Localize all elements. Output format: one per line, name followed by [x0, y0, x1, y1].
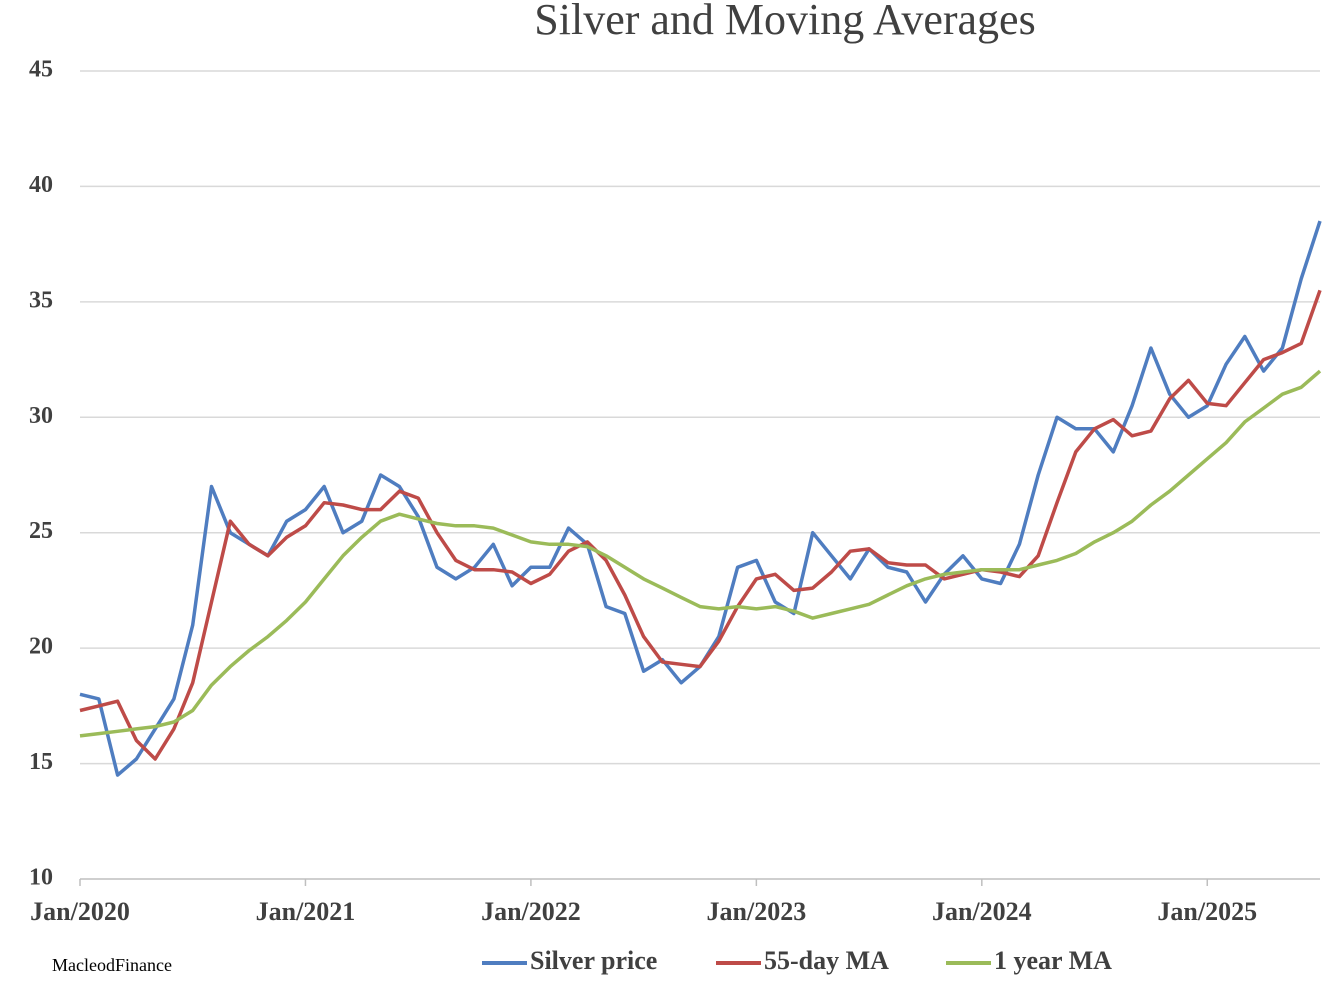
y-tick-label: 30	[29, 403, 53, 429]
y-tick-label: 35	[29, 287, 53, 313]
x-tick-label: Jan/2021	[256, 897, 356, 926]
x-tick-label: Jan/2020	[30, 897, 130, 926]
source: MacleodFinance	[52, 955, 172, 975]
y-tick-label: 10	[29, 865, 53, 891]
legend-label: 55-day MA	[764, 946, 889, 975]
x-tick-label: Jan/2023	[707, 897, 807, 926]
y-tick-label: 20	[29, 634, 53, 660]
series-line	[79, 289, 1322, 761]
y-tick-label: 40	[29, 172, 53, 198]
series-line	[79, 369, 1322, 738]
y-tick-label: 15	[29, 749, 53, 775]
y-tick-label: 45	[29, 57, 53, 83]
x-tick-label: Jan/2022	[481, 897, 581, 926]
chart-title: Silver and Moving Averages	[534, 0, 1035, 44]
x-tick-label: Jan/2024	[932, 897, 1032, 926]
legend-label: 1 year MA	[994, 946, 1112, 975]
y-tick-label: 25	[29, 518, 53, 544]
legend-label: Silver price	[530, 946, 657, 975]
series-line	[79, 220, 1322, 777]
x-tick-label: Jan/2025	[1157, 897, 1257, 926]
